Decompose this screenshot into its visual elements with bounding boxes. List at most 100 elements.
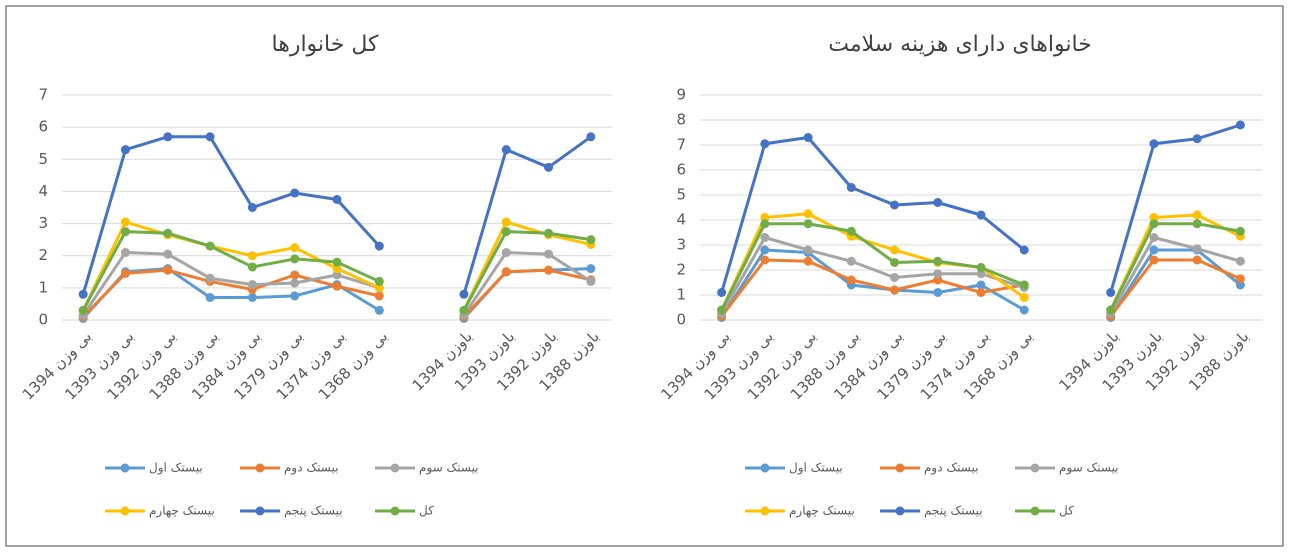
point bbox=[544, 249, 554, 259]
point bbox=[501, 267, 511, 277]
point bbox=[803, 245, 813, 255]
legend-label: بیستک سوم bbox=[1059, 461, 1119, 476]
point bbox=[1192, 219, 1202, 229]
point bbox=[459, 289, 469, 299]
legend-label: بیستک اول bbox=[149, 461, 203, 476]
series-line bbox=[81, 135, 592, 295]
y-tick-label: 0 bbox=[38, 311, 48, 329]
point bbox=[374, 241, 384, 251]
series-line bbox=[720, 258, 1241, 318]
point bbox=[1149, 139, 1159, 149]
point bbox=[290, 278, 300, 288]
point bbox=[205, 293, 215, 302]
point bbox=[846, 256, 856, 266]
point bbox=[1235, 256, 1245, 266]
y-tick-label: 7 bbox=[676, 136, 686, 154]
point bbox=[332, 281, 342, 291]
legend-label: بیستک چهارم bbox=[149, 504, 215, 519]
legend-marker bbox=[895, 463, 905, 473]
point bbox=[163, 132, 173, 142]
legend-label: بیستک چهارم bbox=[789, 504, 855, 519]
point bbox=[1235, 274, 1245, 284]
point bbox=[290, 188, 300, 198]
point bbox=[205, 241, 215, 251]
point bbox=[760, 255, 770, 265]
point bbox=[1192, 134, 1202, 144]
point bbox=[890, 285, 900, 295]
point bbox=[1192, 210, 1202, 220]
series-line bbox=[81, 220, 592, 312]
point bbox=[846, 183, 856, 192]
point bbox=[933, 275, 943, 285]
point bbox=[760, 245, 770, 255]
point bbox=[760, 219, 770, 229]
point bbox=[247, 262, 257, 272]
legend-marker bbox=[760, 463, 770, 473]
point bbox=[205, 132, 215, 142]
point bbox=[760, 213, 770, 222]
point bbox=[374, 305, 384, 315]
point bbox=[544, 265, 554, 275]
point bbox=[1149, 233, 1159, 242]
point bbox=[290, 243, 300, 253]
point bbox=[120, 268, 130, 278]
series-line bbox=[82, 268, 592, 318]
legend-label: بیستک دوم bbox=[284, 461, 338, 476]
y-tick-label: 6 bbox=[676, 161, 686, 179]
point bbox=[501, 217, 511, 227]
point bbox=[374, 283, 384, 293]
point bbox=[586, 264, 596, 274]
point bbox=[1019, 293, 1029, 302]
point bbox=[1019, 280, 1029, 290]
y-tick-label: 5 bbox=[38, 150, 48, 168]
point bbox=[1149, 245, 1159, 255]
point bbox=[290, 254, 300, 264]
chart-title: خانواهای دارای هزینه سلامت bbox=[828, 32, 1092, 57]
point bbox=[247, 293, 257, 302]
series-line bbox=[720, 236, 1241, 315]
point bbox=[544, 228, 554, 238]
point bbox=[933, 256, 943, 266]
point bbox=[1019, 245, 1029, 255]
y-tick-label: 2 bbox=[38, 246, 48, 264]
point bbox=[1106, 288, 1116, 297]
chart-title: کل خانوارها bbox=[272, 32, 379, 57]
point bbox=[459, 305, 469, 315]
y-tick-label: 3 bbox=[38, 214, 48, 232]
point bbox=[933, 269, 943, 279]
y-tick-label: 7 bbox=[38, 86, 48, 104]
y-tick-label: 8 bbox=[676, 111, 686, 129]
point bbox=[78, 289, 88, 299]
point bbox=[803, 256, 813, 266]
point bbox=[890, 200, 900, 210]
point bbox=[933, 288, 943, 297]
point bbox=[717, 288, 727, 297]
point bbox=[120, 145, 130, 155]
legend-marker bbox=[120, 463, 130, 473]
y-tick-label: 3 bbox=[676, 236, 686, 254]
legend-label: بیستک اول bbox=[789, 461, 843, 476]
point bbox=[501, 145, 511, 155]
point bbox=[717, 305, 727, 315]
legend-label: بیستک پنجم bbox=[284, 504, 343, 518]
series-line bbox=[720, 123, 1241, 293]
point bbox=[544, 162, 554, 172]
legend-label: کل bbox=[419, 504, 434, 518]
point bbox=[846, 275, 856, 285]
legend-marker bbox=[760, 506, 770, 516]
point bbox=[760, 233, 770, 242]
series-line bbox=[720, 248, 1242, 319]
y-tick-label: 5 bbox=[676, 186, 686, 204]
point bbox=[976, 269, 986, 279]
point bbox=[120, 217, 130, 227]
series-line bbox=[81, 230, 592, 312]
series-line bbox=[720, 222, 1241, 311]
point bbox=[1235, 120, 1245, 130]
point bbox=[586, 276, 596, 286]
point bbox=[247, 203, 257, 212]
point bbox=[332, 270, 342, 280]
frame bbox=[5, 5, 1284, 547]
legend-label: بیستک دوم bbox=[924, 461, 978, 476]
